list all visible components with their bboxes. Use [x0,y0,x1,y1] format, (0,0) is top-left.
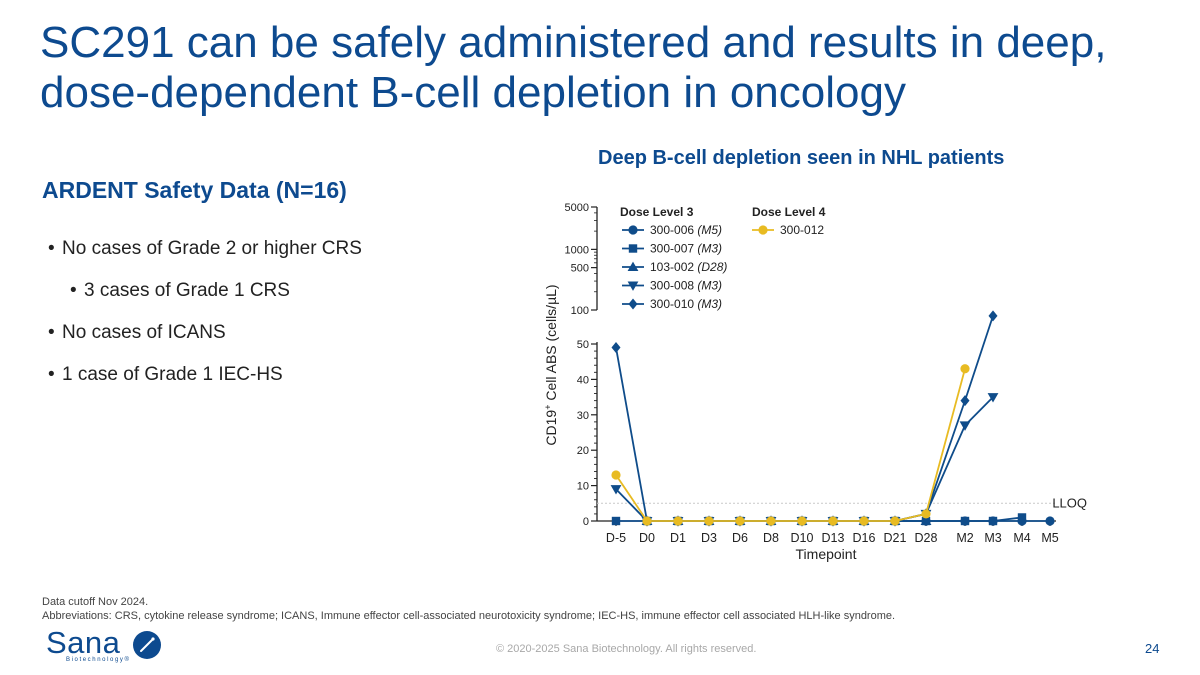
sana-logo: Sana Biotechnology® [46,625,168,667]
x-tick-label: D8 [763,531,779,545]
data-point [766,516,776,526]
x-tick-label: D28 [915,531,938,545]
x-tick-label: D10 [791,531,814,545]
legend-group-title: Dose Level 4 [752,205,826,219]
y-tick-label: 40 [577,374,589,386]
data-point [859,516,869,526]
data-point [610,485,622,495]
safety-data-heading: ARDENT Safety Data (N=16) [42,177,347,203]
series-line [615,368,966,522]
legend-marker [627,281,639,291]
legend-marker [628,298,638,310]
data-point [828,516,838,526]
data-cutoff-note: Data cutoff Nov 2024. [42,596,149,608]
lloq-label: LLOQ [1052,495,1087,510]
data-point [988,310,998,322]
data-point [611,516,621,526]
x-tick-label: D0 [639,531,655,545]
x-tick-label: D3 [701,531,717,545]
data-point [735,516,745,526]
data-point [960,395,970,407]
legend-label: 300-007 (M3) [650,242,722,256]
legend-marker [627,261,639,271]
data-point [890,516,900,526]
data-point [1045,516,1055,526]
slide-title: SC291 can be safely administered and res… [40,18,1107,117]
footnote: Data cutoff Nov 2024. Abbreviations: CRS… [42,595,895,623]
y-tick-label: 10 [577,481,589,493]
series-300-012 [611,364,970,526]
y-log-tick-label: 100 [571,305,589,317]
compass-logo-icon [133,631,161,659]
legend-marker [628,244,638,253]
legend-label: 300-012 [780,223,824,237]
legend-group-title: Dose Level 3 [620,205,694,219]
data-point [642,516,652,526]
legend-label: 300-010 (M3) [650,297,722,311]
data-point [1017,513,1027,522]
page-number: 24 [1145,641,1160,656]
x-tick-label: D16 [853,531,876,545]
data-point [959,421,971,431]
x-tick-label: M3 [984,531,1001,545]
data-point [987,393,999,403]
legend-marker [628,225,638,235]
bullet-item: No cases of Grade 2 or higher CRS [48,238,362,260]
legend-marker [758,225,768,235]
x-tick-label: D6 [732,531,748,545]
bullet-item: 1 case of Grade 1 IEC-HS [48,364,362,386]
y-log-tick-label: 1000 [565,244,589,256]
logo-subtext: Biotechnology® [66,657,131,663]
x-tick-label: M4 [1013,531,1030,545]
data-point [921,509,931,519]
legend-label: 300-006 (M5) [650,223,722,237]
y-tick-label: 30 [577,410,589,422]
data-point [797,516,807,526]
x-tick-label: D13 [822,531,845,545]
data-point [673,516,683,526]
y-tick-label: 0 [583,516,589,528]
y-log-tick-label: 500 [571,263,589,275]
copyright-notice: © 2020-2025 Sana Biotechnology. All righ… [496,643,757,655]
series-300-010 [611,310,998,527]
data-point [988,516,998,526]
data-point [920,515,932,525]
chart-title: Deep B-cell depletion seen in NHL patien… [598,147,1005,169]
x-axis-title: Timepoint [796,546,857,562]
y-axis-title: CD19+ Cell ABS (cells/µL) [543,284,559,445]
chart-legend: Dose Level 3 Dose Level 4 300-006 (M5) 300-… [620,205,826,311]
bullet-item: No cases of ICANS [48,322,362,344]
y-tick-label: 20 [577,445,589,457]
data-point [704,516,714,526]
data-point [611,342,621,354]
abbreviations-note: Abbreviations: CRS, cytokine release syn… [42,610,896,622]
x-tick-label: M2 [956,531,973,545]
legend-label: 300-008 (M3) [650,279,722,293]
y-tick-label: 50 [577,339,589,351]
data-point [960,516,970,526]
y-log-tick-label: 5000 [565,202,589,214]
safety-bullet-list: No cases of Grade 2 or higher CRS 3 case… [48,238,362,386]
data-point [960,364,970,374]
bullet-subitem: 3 cases of Grade 1 CRS [70,280,362,302]
series-line [615,396,994,522]
x-tick-label: M5 [1041,531,1058,545]
logo-wordmark: Sana [46,625,121,660]
x-tick-label: D21 [884,531,907,545]
x-tick-label: D-5 [606,531,626,545]
x-tick-label: D1 [670,531,686,545]
data-point [611,470,621,480]
legend-label: 103-002 (D28) [650,260,727,274]
